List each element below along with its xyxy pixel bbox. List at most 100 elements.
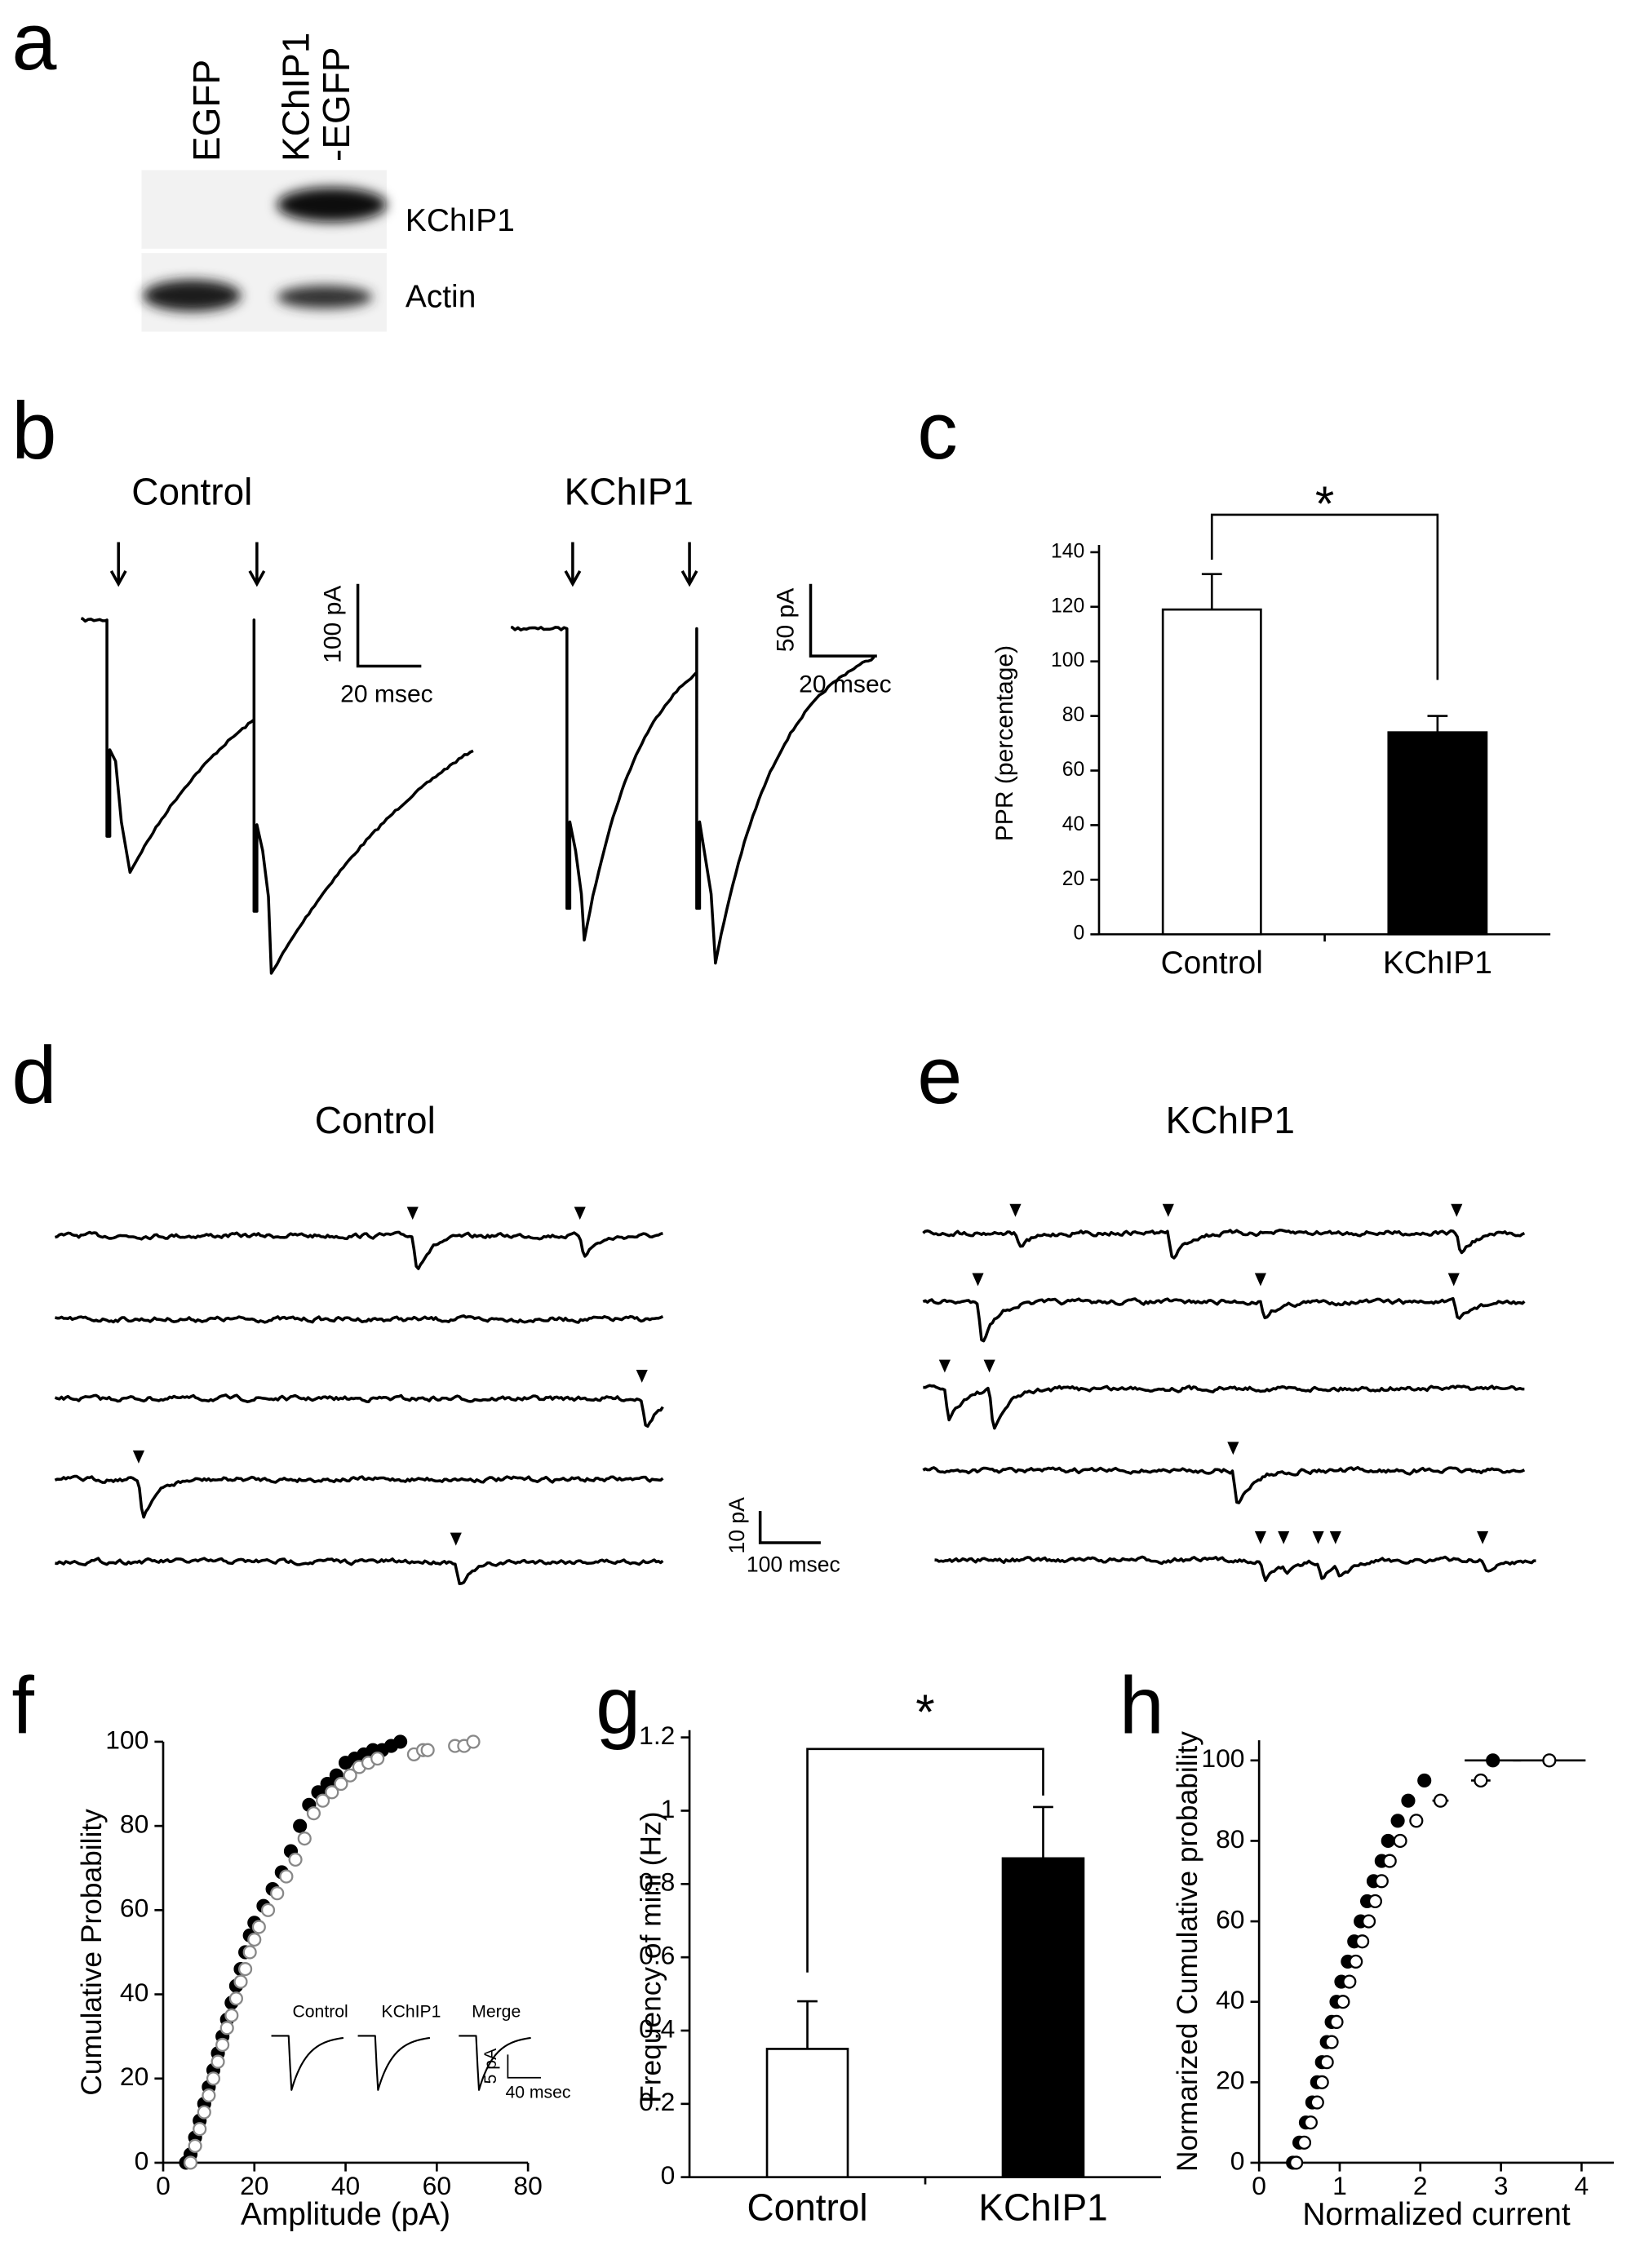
lane-label: EGFP xyxy=(185,60,228,162)
event-marker xyxy=(983,1359,995,1373)
x-tick-label: Control xyxy=(1161,946,1263,981)
scale-bar xyxy=(356,583,422,668)
bar xyxy=(1161,608,1262,936)
panel-label: f xyxy=(11,1659,34,1750)
x-tick-label: 3 xyxy=(1494,2171,1509,2200)
x-axis-label: Amplitude (pA) xyxy=(241,2197,450,2232)
inset-label: Control xyxy=(292,2002,348,2021)
y-tick-label: 0.4 xyxy=(639,2013,675,2043)
significance-bracket xyxy=(806,1748,1044,1973)
point xyxy=(251,1920,266,1934)
point xyxy=(1303,2115,1318,2130)
event-marker xyxy=(406,1207,419,1220)
y-axis-label: Cumulative Probability xyxy=(76,1809,108,2096)
point xyxy=(1401,1793,1416,1808)
trace-title: Control xyxy=(315,1099,436,1141)
x-tick-label: Control xyxy=(747,2186,867,2229)
panel-label: e xyxy=(917,1030,962,1120)
point xyxy=(197,2105,211,2120)
y-tick-label: 0 xyxy=(661,2160,676,2190)
y-tick-label: 60 xyxy=(1062,759,1085,781)
event-marker xyxy=(636,1369,648,1383)
point xyxy=(211,2054,225,2069)
x-axis-label: Normalized current xyxy=(1302,2197,1571,2232)
point xyxy=(247,1932,262,1947)
y-tick-label: 60 xyxy=(120,1894,148,1923)
point xyxy=(242,1945,257,1960)
x-tick-label: 4 xyxy=(1575,2171,1589,2200)
scale-label: 5 pA xyxy=(481,2048,500,2084)
scale-label: 100 pA xyxy=(319,586,346,663)
y-tick-label: 20 xyxy=(1062,868,1085,890)
point xyxy=(193,2122,207,2137)
y-tick-label: 0 xyxy=(1074,923,1085,945)
event-marker xyxy=(1312,1530,1324,1544)
scale-label: 50 pA xyxy=(772,588,799,652)
point xyxy=(1324,2035,1339,2049)
trace xyxy=(55,1557,664,1585)
panel-label: a xyxy=(11,0,57,86)
stimulus-arrow xyxy=(248,570,266,587)
bar xyxy=(1387,731,1488,936)
trace xyxy=(357,2035,431,2091)
y-tick-label: 0 xyxy=(135,2146,149,2175)
scale-label: 10 pA xyxy=(725,1497,749,1554)
trace xyxy=(81,617,474,975)
point xyxy=(260,1903,276,1917)
point xyxy=(466,1734,481,1749)
y-tick-label: 1.2 xyxy=(639,1721,675,1750)
x-tick-label: KChIP1 xyxy=(1383,946,1492,981)
trace xyxy=(510,626,875,965)
y-tick-label: 20 xyxy=(120,2062,148,2091)
point xyxy=(228,1991,243,2006)
band-label: KChIP1 xyxy=(406,203,515,238)
trace xyxy=(459,2035,531,2091)
trace xyxy=(271,2035,344,2091)
point xyxy=(1417,1773,1432,1788)
point xyxy=(293,1818,308,1833)
event-marker xyxy=(1278,1530,1290,1544)
panel-label: d xyxy=(11,1030,56,1120)
event-marker xyxy=(972,1273,984,1287)
event-marker xyxy=(574,1207,586,1220)
inset-label: Merge xyxy=(472,2002,521,2021)
lane-label: -EGFP xyxy=(315,47,357,162)
scale-bar xyxy=(809,583,877,658)
y-tick-label: 0.2 xyxy=(639,2087,675,2116)
point xyxy=(1486,1753,1500,1768)
y-tick-label: 40 xyxy=(1062,813,1085,835)
trace xyxy=(923,1384,1525,1430)
significance-label: * xyxy=(915,1685,934,1739)
trace xyxy=(922,1296,1526,1343)
x-tick-label: 80 xyxy=(513,2171,542,2200)
point xyxy=(420,1743,435,1757)
point xyxy=(1342,1974,1357,1989)
point xyxy=(270,1886,285,1901)
point xyxy=(306,1806,321,1821)
point xyxy=(393,1734,408,1749)
point xyxy=(316,1793,330,1808)
scale-bar xyxy=(758,1511,821,1544)
y-axis-label: PPR (percentage) xyxy=(991,645,1018,841)
y-tick-label: 0.6 xyxy=(639,1941,675,1970)
trace xyxy=(54,1393,664,1429)
point xyxy=(1355,1934,1370,1949)
event-marker xyxy=(450,1532,462,1546)
point xyxy=(343,1768,357,1783)
point xyxy=(325,1785,339,1800)
point xyxy=(370,1751,385,1766)
point xyxy=(233,1974,248,1989)
point xyxy=(1314,2075,1329,2089)
y-tick-label: 100 xyxy=(105,1725,148,1754)
point xyxy=(1289,2155,1304,2170)
point xyxy=(1433,1793,1448,1808)
point xyxy=(1390,1814,1405,1828)
scale-label: 40 msec xyxy=(505,2083,570,2102)
y-tick-label: 80 xyxy=(1216,1824,1244,1854)
event-marker xyxy=(1009,1203,1022,1217)
trace-title: Control xyxy=(131,471,252,513)
point xyxy=(1329,2014,1344,2029)
bar xyxy=(1001,1857,1085,2178)
